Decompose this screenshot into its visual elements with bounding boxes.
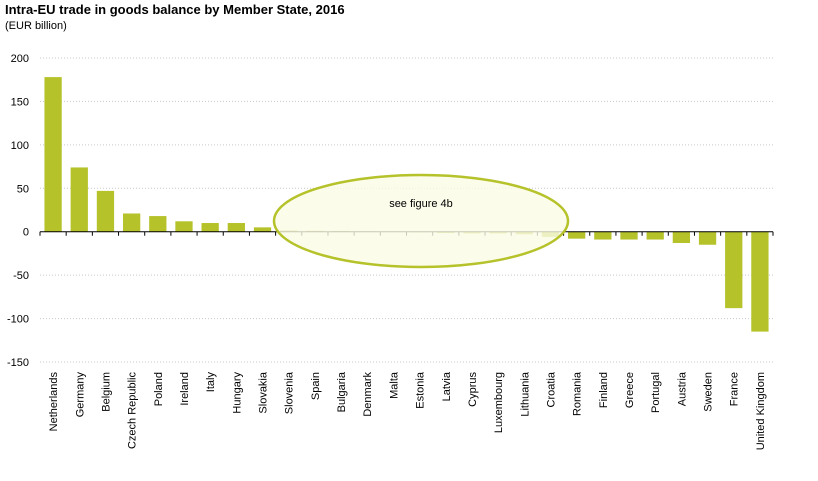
x-tick-label: Cyprus [467,372,479,407]
y-axis: 200 150 100 50 0 -50 -100 -150 [7,53,29,369]
x-tick-label: United Kingdom [755,372,767,450]
x-tick-label: Luxembourg [493,372,505,433]
bar-finland [594,231,612,240]
y-tick-label: -100 [7,314,29,326]
x-tick-label: Spain [310,372,322,400]
bar-united-kingdom [751,231,769,332]
y-tick-label: 50 [17,183,29,195]
x-tick-label: Portugal [650,372,662,413]
x-tick-label: Hungary [231,372,243,414]
bar-slovakia [253,227,272,232]
annotation-text: see figure 4b [389,198,453,210]
bar-sweden [698,231,717,245]
bar-portugal [646,231,664,240]
bar-ireland [175,221,193,232]
y-tick-label: -150 [7,357,29,369]
bar-austria [672,231,691,244]
y-tick-label: 200 [11,53,29,65]
x-tick-label: Greece [624,372,636,408]
bar-poland [149,216,167,232]
x-tick-label: Slovakia [258,371,270,413]
x-tick-label: Croatia [545,371,557,407]
x-tick-label: Latvia [441,371,453,401]
x-tick-label: Finland [598,372,610,408]
x-tick-label: Germany [74,372,86,418]
x-tick-label: Estonia [415,371,427,409]
bar-hungary [227,223,245,232]
x-tick-label: Denmark [362,372,374,417]
bar-czech-republic [122,213,141,232]
bar-germany [70,167,88,232]
x-tick-label: Czech Republic [127,372,139,450]
x-tick-label: Italy [205,372,217,393]
bar-netherlands [44,77,62,232]
x-tick-label: Austria [676,371,688,406]
chart-title: Intra-EU trade in goods balance by Membe… [5,2,345,17]
y-tick-label: 100 [11,140,29,152]
x-tick-label: Slovenia [284,371,296,414]
x-tick-label: Romania [572,371,584,416]
x-tick-label: Poland [153,372,165,406]
y-tick-label: -50 [13,270,29,282]
x-tick-label: Bulgaria [336,371,348,412]
y-tick-label: 0 [23,227,29,239]
chart-subtitle: (EUR billion) [5,20,67,32]
bar-belgium [96,190,115,232]
bar-italy [201,223,219,232]
annotation-ellipse [272,173,570,269]
bar-romania [568,231,586,239]
bar-greece [620,231,638,240]
bar-france [725,231,743,309]
x-tick-label: Lithuania [519,371,531,417]
x-tick-label: Belgium [100,372,112,412]
x-tick-label: Malta [388,371,400,399]
x-tick-label: Netherlands [48,372,60,432]
x-tick-label: Sweden [703,372,715,412]
annotation: see figure 4b [272,173,570,269]
x-tick-label: Ireland [179,372,191,406]
bars [44,77,769,332]
x-tick-label: France [729,372,741,406]
y-tick-label: 150 [11,96,29,108]
